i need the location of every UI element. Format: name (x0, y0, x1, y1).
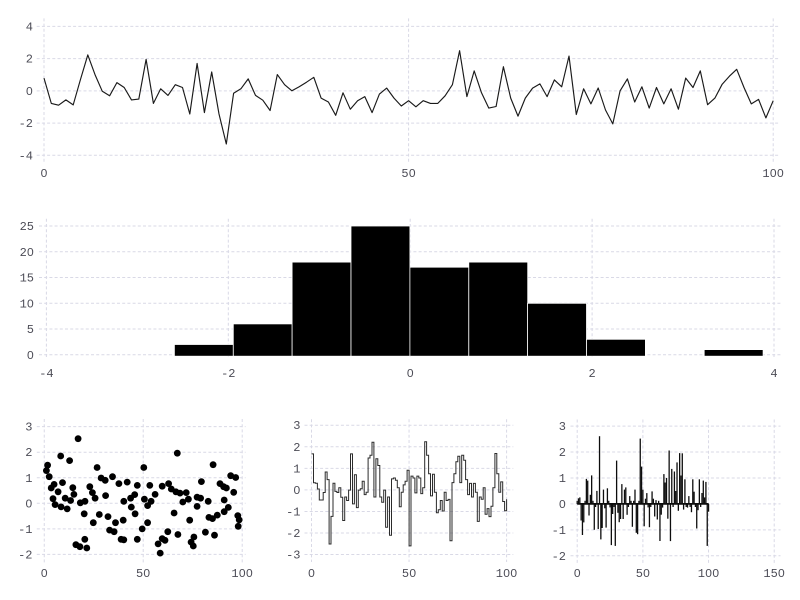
svg-text:5: 5 (27, 323, 34, 337)
svg-text:2: 2 (559, 446, 566, 460)
svg-text:-4: -4 (39, 367, 53, 381)
svg-text:15: 15 (20, 272, 34, 286)
svg-text:2: 2 (25, 446, 32, 460)
svg-text:25: 25 (20, 220, 34, 234)
svg-text:-1: -1 (18, 523, 32, 537)
svg-text:3: 3 (559, 420, 566, 434)
svg-text:50: 50 (402, 567, 416, 581)
svg-text:50: 50 (136, 567, 150, 581)
svg-text:2: 2 (293, 441, 300, 455)
svg-text:1: 1 (559, 472, 566, 486)
svg-text:-2: -2 (18, 548, 32, 562)
svg-text:-1: -1 (286, 506, 300, 520)
svg-text:50: 50 (636, 567, 650, 581)
svg-text:4: 4 (770, 367, 777, 381)
svg-text:3: 3 (25, 421, 32, 435)
svg-text:4: 4 (26, 20, 33, 34)
svg-text:-1: -1 (552, 524, 566, 538)
svg-text:-2: -2 (221, 367, 235, 381)
svg-text:-2: -2 (552, 550, 566, 564)
svg-text:150: 150 (763, 567, 785, 581)
svg-text:-3: -3 (286, 549, 300, 563)
svg-text:-2: -2 (286, 527, 300, 541)
svg-text:20: 20 (20, 246, 34, 260)
svg-text:50: 50 (401, 167, 415, 181)
svg-text:10: 10 (20, 297, 34, 311)
svg-text:2: 2 (588, 367, 595, 381)
svg-text:-4: -4 (19, 149, 33, 163)
svg-text:3: 3 (293, 419, 300, 433)
svg-text:1: 1 (293, 462, 300, 476)
svg-text:-2: -2 (19, 117, 33, 131)
svg-text:2: 2 (26, 53, 33, 67)
svg-text:1: 1 (25, 472, 32, 486)
